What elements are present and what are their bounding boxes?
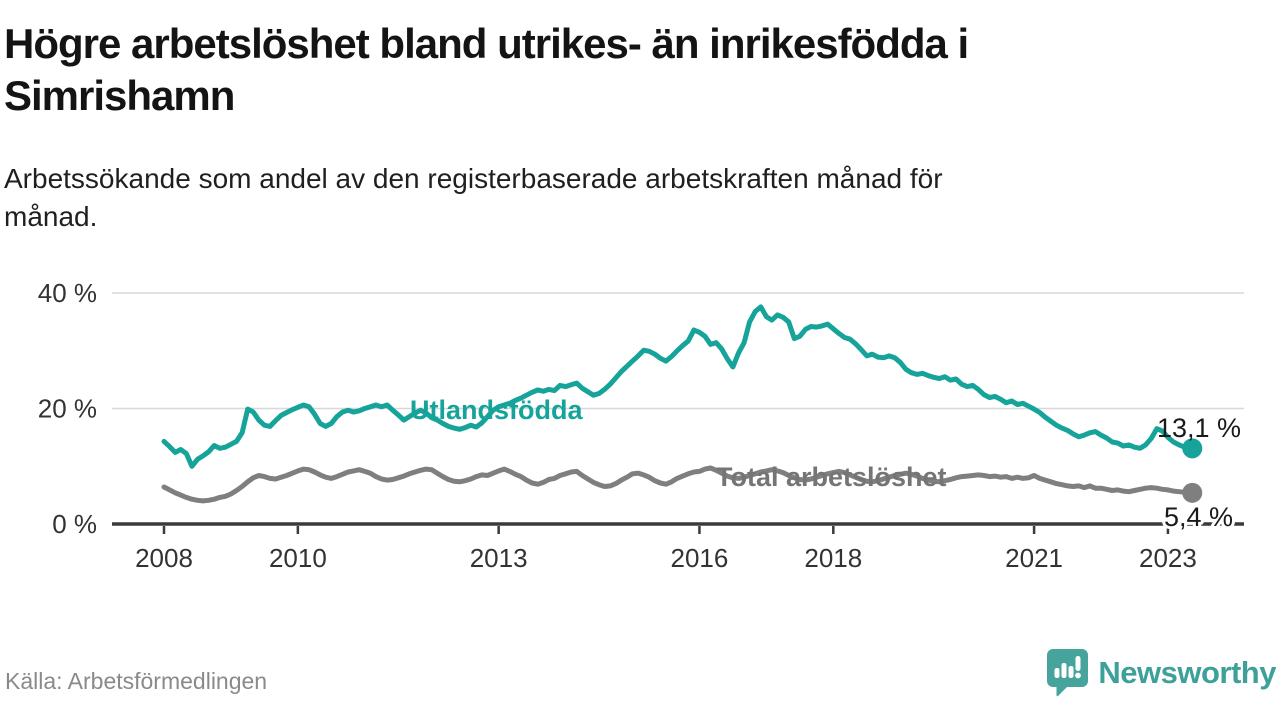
x-tick-label-2008: 2008	[135, 543, 193, 573]
newsworthy-wordmark: Newsworthy	[1098, 654, 1276, 690]
x-axis	[112, 522, 1244, 534]
page-title: Högre arbetslöshet bland utrikes- än inr…	[4, 18, 1264, 122]
end-value-label-utlandsfodda: 13,1 %	[1157, 413, 1241, 443]
source-note: Källa: Arbetsförmedlingen	[5, 668, 268, 694]
page-subtitle-line2: månad.	[4, 201, 98, 232]
series-end-dots	[1182, 438, 1203, 503]
bar-3	[1068, 666, 1074, 678]
series-lines	[161, 304, 1193, 504]
exclamation-dot	[1075, 672, 1082, 679]
x-tick-label-2013: 2013	[470, 543, 528, 573]
end-dot-0	[1182, 438, 1203, 459]
x-tick-label-2010: 2010	[269, 543, 327, 573]
x-axis-labels: 2008 2010 2013 2016 2018 2021 2023	[135, 543, 1197, 573]
bar-2	[1061, 663, 1067, 678]
x-tick-label-2023: 2023	[1139, 543, 1197, 573]
bar-1	[1054, 668, 1060, 678]
page-subtitle-line1: Arbetssökande som andel av den registerb…	[4, 163, 943, 194]
page-title-line1: Högre arbetslöshet bland utrikes- än inr…	[4, 20, 969, 67]
y-axis-labels: 0 % 20 % 40 %	[38, 278, 97, 539]
page-subtitle: Arbetssökande som andel av den registerb…	[4, 160, 1264, 236]
newsworthy-speech-bubble-icon	[1047, 649, 1089, 697]
series-line-0	[161, 304, 1193, 469]
x-tick-label-2016: 2016	[671, 543, 729, 573]
end-dot-1	[1182, 482, 1203, 503]
x-tick-label-2021: 2021	[1005, 543, 1063, 573]
y-tick-label-20: 20 %	[38, 394, 97, 424]
series-line-1	[161, 465, 1193, 504]
newsworthy-logo: Newsworthy	[1046, 648, 1276, 697]
line-chart: 0 % 20 % 40 % 2008 2010 2013 2016 2018 2021 2023…	[38, 278, 1244, 573]
y-tick-label-40: 40 %	[38, 278, 97, 308]
speech-bubble-shape	[1047, 649, 1089, 697]
series-label-utlandsfodda: Utlandsfödda	[410, 395, 583, 425]
x-tick-label-2018: 2018	[804, 543, 862, 573]
exclamation-bar	[1075, 656, 1081, 671]
end-value-label-total-arbetsloshet: 5,4 %	[1164, 502, 1233, 532]
series-label-total-arbetsloshet: Total arbetslöshet	[716, 462, 947, 492]
page-title-line2: Simrishamn	[4, 72, 235, 119]
y-tick-label-0: 0 %	[52, 509, 97, 539]
